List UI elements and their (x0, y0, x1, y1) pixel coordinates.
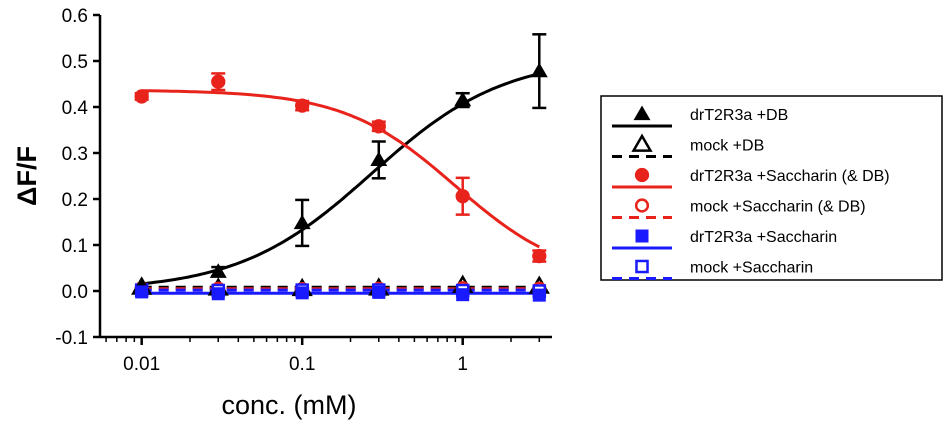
legend-marker (634, 198, 650, 213)
data-point-1 (293, 214, 311, 230)
legend-marker (635, 229, 649, 243)
fit-line-1 (141, 72, 540, 286)
y-tick-label: 0.6 (62, 6, 88, 27)
data-point-1 (209, 263, 227, 278)
data-point-5 (135, 285, 149, 299)
data-point-5 (295, 286, 309, 300)
data-point-1 (370, 151, 388, 167)
data-point-3 (295, 98, 310, 113)
y-axis-title: ΔF/F (12, 146, 42, 206)
data-point-3 (211, 74, 226, 89)
x-tick-label: 0.1 (289, 354, 315, 375)
fit-line-3 (141, 89, 540, 249)
legend: drT2R3a +DB mock +DB drT2R3a +Saccharin (&… (600, 95, 943, 281)
data-point-5 (211, 287, 225, 301)
legend-marker (631, 133, 653, 152)
fit-curves (141, 72, 540, 295)
y-tick-label: 0.4 (62, 98, 89, 119)
data-points (131, 33, 550, 302)
data-point-3 (455, 189, 470, 204)
legend-marker (633, 105, 651, 121)
legend-label: mock +Saccharin (690, 260, 813, 277)
legend-label: mock +DB (690, 138, 764, 155)
y-tick-label: 0.5 (62, 52, 88, 73)
x-axis-title: conc. (mM) (222, 390, 357, 420)
legend-label: drT2R3a +Saccharin (& DB) (690, 168, 890, 185)
y-tick-label: 0.1 (62, 236, 88, 257)
data-point-1 (454, 91, 472, 107)
legend-marker (634, 167, 650, 183)
x-tick-label: 1 (457, 354, 468, 375)
legend-marker (635, 259, 649, 274)
axis-ticks: -0.1 0.0 0.1 0.2 0.3 0.4 0.5 0.6 0.01 0.1 1 (55, 6, 541, 375)
legend-label: drT2R3a +DB (690, 107, 788, 124)
y-tick-label: 0.0 (62, 282, 88, 303)
data-point-5 (532, 288, 546, 302)
data-point-5 (372, 285, 386, 299)
axes (98, 15, 552, 339)
data-point-1 (530, 62, 548, 78)
x-tick-label: 0.01 (123, 354, 160, 375)
legend-label: mock +Saccharin (& DB) (690, 199, 866, 216)
y-tick-label: -0.1 (55, 328, 88, 349)
y-tick-label: 0.3 (62, 144, 88, 165)
data-point-3 (532, 248, 547, 264)
data-point-3 (371, 119, 386, 134)
data-point-3 (134, 89, 149, 104)
data-point-5 (456, 288, 470, 302)
y-tick-label: 0.2 (62, 190, 88, 211)
legend-label: drT2R3a +Saccharin (690, 229, 837, 246)
